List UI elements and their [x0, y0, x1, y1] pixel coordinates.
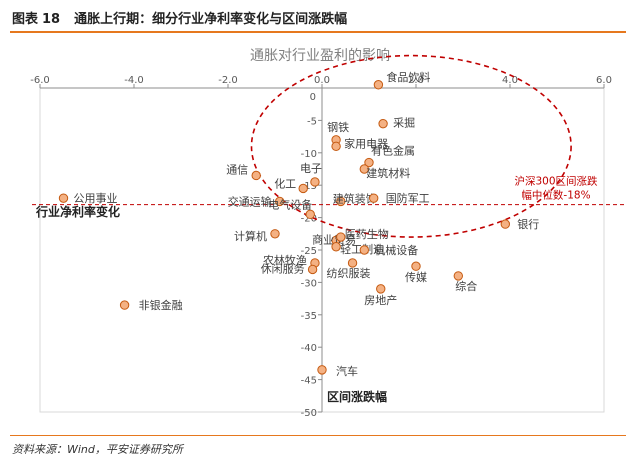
x-tick-label: -4.0 [124, 75, 144, 86]
data-point [500, 219, 510, 229]
x-tick-label: 4.0 [502, 75, 518, 86]
data-point [359, 164, 369, 174]
data-point [307, 264, 318, 275]
median-label-line1: 沪深300区间涨跌 [514, 175, 598, 188]
figure-title: 图表 18 通胀上行期：细分行业净利率变化与区间涨跌幅 [12, 8, 347, 27]
data-point [336, 196, 346, 207]
point-label: 农林牧渔 [263, 253, 307, 267]
y-axis-label: 区间涨跌幅 [327, 389, 387, 404]
data-point [336, 232, 346, 242]
y-tick-label: 0 [310, 92, 316, 103]
point-label: 房地产 [364, 293, 397, 307]
y-tick-label: -15 [301, 181, 317, 192]
y-tick-label: -50 [301, 408, 317, 419]
data-point [119, 300, 130, 310]
data-point [347, 258, 358, 268]
x-tick-label: -2.0 [218, 75, 238, 86]
data-point [378, 118, 388, 129]
data-point [305, 209, 315, 220]
data-point [453, 271, 463, 281]
y-tick-label: -5 [307, 116, 317, 127]
y-tick-label: -20 [301, 214, 317, 225]
data-point [373, 80, 384, 90]
point-label: 传媒 [405, 271, 427, 284]
point-label: 非银金融 [139, 298, 183, 312]
y-tick-label: -30 [301, 278, 317, 289]
data-point [251, 170, 261, 181]
data-point [310, 177, 320, 187]
data-point [270, 229, 280, 239]
point-label: 汽车 [336, 364, 358, 378]
x-axis-label: 行业净利率变化 [35, 204, 120, 219]
point-label: 机械设备 [374, 243, 418, 257]
point-label: 纺织服装 [327, 266, 371, 280]
data-point [359, 245, 369, 255]
point-label: 建筑装饰 [333, 191, 377, 205]
point-label: 家用电器 [344, 136, 388, 150]
data-point [376, 284, 386, 294]
data-point [331, 141, 341, 152]
figure-title-text: 通胀上行期：细分行业净利率变化与区间涨跌幅 [74, 12, 348, 27]
y-tick-label: -40 [301, 343, 317, 354]
highlight-ellipse [250, 54, 572, 238]
axes-layer: -6.0 -4.0 -2.0 0.0 2.0 4.0 6.0 -5 -10 -15 -20 -25 -3… [30, 75, 612, 419]
highlight-layer [250, 54, 572, 238]
point-label: 医药生物 [345, 227, 389, 241]
point-label: 食品饮料 [386, 70, 430, 84]
point-label: 有色金属 [371, 144, 415, 158]
data-point [364, 157, 374, 168]
point-label: 建筑材料 [366, 166, 410, 180]
point-label: 休闲服务 [261, 261, 305, 275]
source-note: 资料来源：Wind，平安证券研究所 [12, 443, 183, 456]
bottom-rule [10, 435, 626, 436]
figure-number: 18 [42, 12, 61, 27]
point-label: 综合 [455, 279, 477, 293]
point-label: 交通运输 [228, 194, 272, 208]
point-label: 国防军工 [386, 191, 430, 205]
point-label: 电气设备 [268, 197, 312, 211]
point-label: 钢铁 [327, 121, 349, 134]
data-point [369, 193, 379, 203]
x-tick-label: 0.0 [314, 75, 330, 86]
y-tick-label: -25 [301, 246, 317, 257]
point-label: 通信 [226, 163, 248, 176]
point-label: 采掘 [393, 116, 415, 130]
data-point [411, 261, 421, 271]
x-tick-label: 6.0 [596, 75, 612, 86]
y-tick-label: -35 [301, 311, 317, 322]
x-tick-label: 2.0 [408, 75, 424, 86]
data-point [298, 183, 308, 194]
top-rule [10, 31, 626, 33]
median-label-line2: 幅中位数-18% [521, 189, 590, 202]
point-label: 计算机 [234, 229, 267, 243]
data-point [58, 193, 69, 203]
data-point [317, 365, 327, 375]
chart-title: 通胀对行业盈利的影响 [250, 48, 390, 64]
point-label: 化工 [274, 176, 296, 190]
point-label: 电子 [300, 162, 322, 175]
data-point [275, 196, 285, 207]
y-tick-label: -10 [301, 149, 317, 160]
figure-label: 图表 [12, 12, 39, 27]
data-point [331, 242, 341, 252]
point-label: 公用事业 [74, 192, 118, 205]
y-tick-label: -45 [301, 376, 317, 387]
point-label: 银行 [517, 217, 539, 231]
x-tick-label: -6.0 [30, 75, 50, 86]
